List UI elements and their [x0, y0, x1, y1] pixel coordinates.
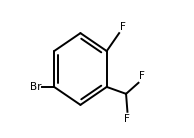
Text: F: F	[139, 71, 145, 81]
Text: F: F	[125, 114, 130, 124]
Text: F: F	[120, 22, 126, 32]
Text: Br: Br	[29, 82, 41, 92]
